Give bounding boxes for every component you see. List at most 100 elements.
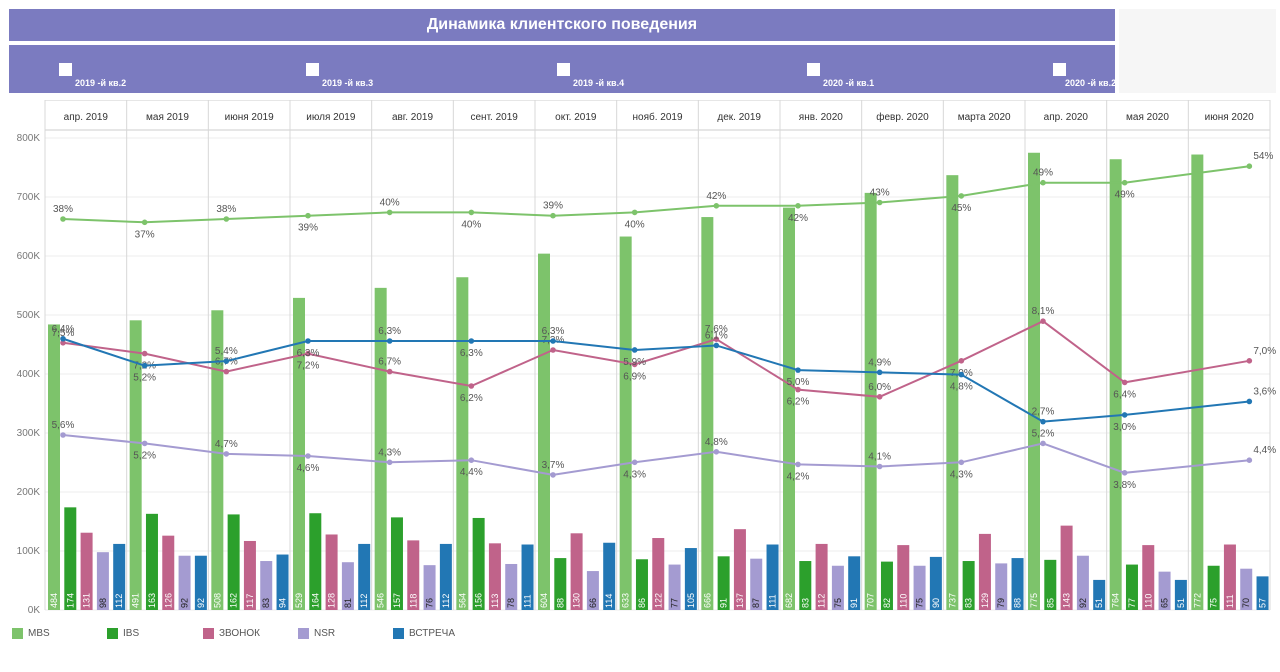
filter-label: 2020 -й кв.2 xyxy=(1065,78,1117,88)
bar-mbs xyxy=(864,192,877,610)
line-point xyxy=(468,338,475,344)
bar-nsr xyxy=(1240,568,1253,610)
checkbox-icon[interactable] xyxy=(59,63,72,76)
legend-swatch xyxy=(107,628,118,639)
legend-label: MBS xyxy=(28,628,50,639)
line-point xyxy=(713,449,720,455)
y-tick-label: 600K xyxy=(17,251,41,262)
bar-встреча xyxy=(358,543,371,610)
line-point xyxy=(876,369,883,376)
legend-item-zvonok[interactable]: ЗВОНОК xyxy=(203,628,260,639)
line-value-label: 6,9% xyxy=(623,371,646,382)
legend-label: NSR xyxy=(314,628,336,639)
line-value-label: 6,3% xyxy=(297,348,320,359)
filter-q2-2019[interactable]: 2019 -й кв.2 xyxy=(9,45,229,93)
line-value-label: 3,8% xyxy=(1113,480,1136,491)
bar-value-label: 57 xyxy=(1258,598,1268,608)
bar-value-label: 110 xyxy=(898,594,908,608)
line-point xyxy=(550,338,556,344)
line-point xyxy=(1121,179,1128,186)
bar-встреча xyxy=(766,544,779,610)
filter-q1-2020[interactable]: 2020 -й кв.1 xyxy=(757,45,977,93)
bar-value-label: 75 xyxy=(1209,598,1219,608)
filter-label: 2020 -й кв.1 xyxy=(823,78,875,88)
line-value-label: 4,3% xyxy=(950,469,973,480)
filter-q4-2019[interactable]: 2019 -й кв.4 xyxy=(507,45,727,93)
month-label: авг. 2019 xyxy=(392,112,434,123)
line-point xyxy=(1246,358,1253,364)
filter-q2-2020[interactable]: 2020 -й кв.2 xyxy=(1007,45,1117,93)
line-value-label: 4,9% xyxy=(868,357,891,368)
bar-value-label: 75 xyxy=(915,598,925,608)
line-point xyxy=(1040,318,1046,324)
line-point xyxy=(876,394,883,400)
bar-value-label: 162 xyxy=(229,593,239,608)
line-point xyxy=(550,472,556,478)
bar-ibs xyxy=(64,507,77,610)
bar-ibs xyxy=(145,513,158,610)
bar-mbs xyxy=(783,207,795,610)
line-value-label: 4,4% xyxy=(460,467,483,478)
bar-звонок xyxy=(1060,525,1073,610)
bar-звонок xyxy=(243,540,256,610)
bar-звонок xyxy=(1223,544,1236,610)
line-value-label: 7,2% xyxy=(297,361,320,372)
bar-value-label: 70 xyxy=(1241,598,1251,608)
bar-value-label: 529 xyxy=(294,593,304,608)
line-звонок xyxy=(62,320,1250,398)
line-value-label: 5,2% xyxy=(133,373,156,384)
bar-value-label: 81 xyxy=(343,598,353,608)
bar-value-label: 83 xyxy=(261,598,271,608)
month-label: марта 2020 xyxy=(958,112,1011,123)
month-label: нояб. 2019 xyxy=(632,111,682,123)
bar-встреча xyxy=(929,556,942,610)
filter-q3-2019[interactable]: 2019 -й кв.3 xyxy=(257,45,477,93)
legend-item-ibs[interactable]: IBS xyxy=(107,628,139,639)
bar-звонок xyxy=(652,538,665,610)
bar-value-label: 682 xyxy=(784,593,794,608)
bar-nsr xyxy=(96,552,109,610)
bar-value-label: 91 xyxy=(719,598,729,608)
line-mbs xyxy=(62,165,1250,224)
bar-value-label: 508 xyxy=(212,593,222,608)
bar-value-label: 113 xyxy=(490,594,500,608)
bar-встреча xyxy=(194,555,207,610)
bar-value-label: 75 xyxy=(833,598,843,608)
bar-встреча xyxy=(1174,579,1187,610)
checkbox-icon[interactable] xyxy=(306,63,319,76)
bar-nsr xyxy=(1158,571,1171,610)
month-label: июля 2019 xyxy=(306,112,356,123)
legend-item-nsr[interactable]: NSR xyxy=(298,628,335,639)
bar-value-label: 65 xyxy=(1160,598,1170,608)
bar-mbs xyxy=(456,277,469,610)
bar-ibs xyxy=(962,561,975,610)
line-value-label: 6,7% xyxy=(378,357,401,368)
bar-value-label: 118 xyxy=(408,594,418,608)
bar-звонок xyxy=(488,543,501,610)
checkbox-icon[interactable] xyxy=(1053,63,1066,76)
bar-ibs xyxy=(1044,559,1057,610)
bar-встреча xyxy=(439,543,452,610)
legend-item-vstrecha[interactable]: ВСТРЕЧА xyxy=(393,628,455,639)
line-value-label: 38% xyxy=(53,204,73,215)
legend-label: ВСТРЕЧА xyxy=(409,628,456,639)
bar-mbs xyxy=(211,310,224,610)
bar-value-label: 772 xyxy=(1192,593,1202,608)
line-point xyxy=(1246,163,1253,169)
line-value-label: 6,3% xyxy=(542,326,565,337)
bar-nsr xyxy=(586,571,599,610)
bar-mbs xyxy=(619,236,632,610)
legend-item-mbs[interactable]: MBS xyxy=(12,628,50,639)
bar-звонок xyxy=(897,545,910,610)
bar-nsr xyxy=(913,565,926,610)
line-point xyxy=(223,216,230,222)
bar-mbs xyxy=(1028,152,1040,610)
checkbox-icon[interactable] xyxy=(557,63,570,76)
line-point xyxy=(713,342,720,349)
bar-nsr xyxy=(831,565,844,610)
bar-mbs xyxy=(293,297,305,610)
legend-swatch xyxy=(298,628,309,639)
checkbox-icon[interactable] xyxy=(807,63,820,76)
bar-nsr xyxy=(995,563,1008,610)
line-value-label: 4,8% xyxy=(950,382,973,393)
